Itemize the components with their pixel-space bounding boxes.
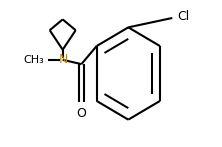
Text: N: N xyxy=(59,53,68,66)
Text: CH₃: CH₃ xyxy=(23,55,44,65)
Text: Cl: Cl xyxy=(177,10,190,23)
Text: O: O xyxy=(77,107,86,120)
